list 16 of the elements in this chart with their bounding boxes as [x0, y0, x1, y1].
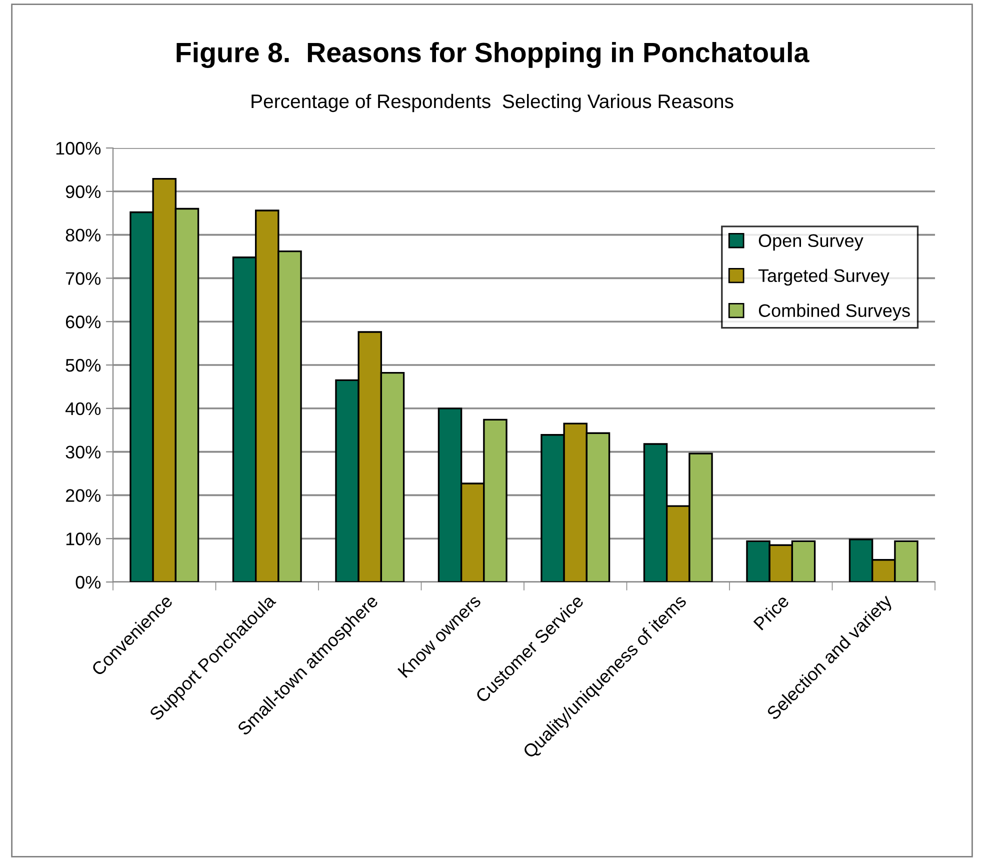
chart-title: Figure 8. Reasons for Shopping in Ponchatoula — [176, 42, 810, 68]
y-tick-label: 30% — [66, 446, 101, 459]
y-tick-label: 10% — [66, 532, 101, 546]
y-tick-label: 0% — [76, 576, 101, 589]
y-tick-label: 40% — [65, 402, 101, 416]
legend-label: Open Survey — [758, 234, 864, 251]
y-tick-label: 80% — [66, 228, 101, 242]
legend-label: Targeted Survey — [758, 268, 890, 286]
y-tick-label: 60% — [66, 316, 101, 328]
y-tick-label: 90% — [66, 185, 101, 198]
y-tick-label: 100% — [56, 142, 101, 155]
legend-label: Combined Surveys — [758, 304, 910, 321]
y-tick-label: 70% — [66, 272, 101, 285]
y-tick-label: 20% — [66, 489, 101, 502]
y-tick-label: 50% — [66, 358, 101, 372]
chart-subtitle: Percentage of Respondents Selecting Various Reasons — [252, 94, 734, 112]
